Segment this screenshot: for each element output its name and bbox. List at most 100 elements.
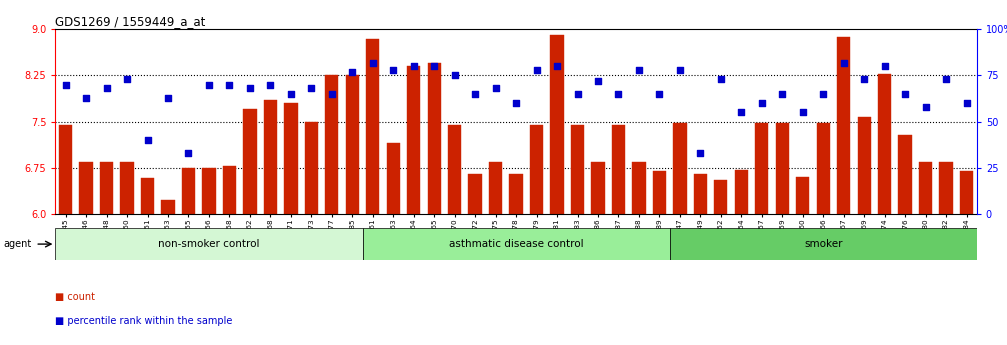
Point xyxy=(262,82,278,87)
Text: ■ percentile rank within the sample: ■ percentile rank within the sample xyxy=(55,316,233,326)
Point xyxy=(508,100,524,106)
Bar xyxy=(428,63,441,214)
Point xyxy=(630,67,646,73)
Point xyxy=(119,76,135,82)
Point xyxy=(467,91,483,97)
Bar xyxy=(755,123,768,214)
Point xyxy=(856,76,872,82)
Point xyxy=(283,91,299,97)
Point xyxy=(365,60,381,65)
Bar xyxy=(468,174,481,214)
Bar xyxy=(325,75,338,214)
Bar xyxy=(670,228,977,260)
Point xyxy=(570,91,586,97)
Point xyxy=(222,82,238,87)
Point xyxy=(57,82,74,87)
Bar xyxy=(632,161,645,214)
Point xyxy=(139,137,155,143)
Point xyxy=(774,91,790,97)
Bar xyxy=(960,171,973,214)
Point xyxy=(78,95,94,100)
Point xyxy=(323,91,339,97)
Bar xyxy=(940,161,953,214)
Bar xyxy=(345,75,358,214)
Bar xyxy=(653,171,666,214)
Text: asthmatic disease control: asthmatic disease control xyxy=(449,239,583,249)
Point xyxy=(406,63,422,69)
Point xyxy=(672,67,688,73)
Bar xyxy=(182,168,195,214)
Bar xyxy=(878,73,891,214)
Bar xyxy=(858,117,871,214)
Point xyxy=(385,67,401,73)
Bar xyxy=(367,39,380,214)
Bar xyxy=(612,125,625,214)
Bar xyxy=(571,125,584,214)
Bar xyxy=(817,123,830,214)
Point xyxy=(610,91,626,97)
Point xyxy=(242,86,258,91)
Bar xyxy=(530,125,543,214)
Point xyxy=(590,78,606,84)
Bar xyxy=(551,36,564,214)
Bar xyxy=(448,125,461,214)
Bar xyxy=(121,161,134,214)
Text: ■ count: ■ count xyxy=(55,292,96,302)
Point xyxy=(733,110,749,115)
Bar xyxy=(59,125,73,214)
Bar xyxy=(837,37,850,214)
Bar xyxy=(305,122,318,214)
Point xyxy=(344,69,361,75)
Point xyxy=(876,63,892,69)
Point xyxy=(795,110,811,115)
Point xyxy=(939,76,955,82)
Point xyxy=(200,82,218,87)
Text: non-smoker control: non-smoker control xyxy=(158,239,260,249)
Bar xyxy=(363,228,670,260)
Point xyxy=(713,76,729,82)
Point xyxy=(836,60,852,65)
Bar xyxy=(202,168,215,214)
Point xyxy=(529,67,545,73)
Bar xyxy=(674,123,687,214)
Bar xyxy=(510,174,523,214)
Point xyxy=(815,91,831,97)
Bar xyxy=(264,100,277,214)
Bar xyxy=(735,170,748,214)
Bar xyxy=(100,161,113,214)
Point xyxy=(959,100,975,106)
Bar xyxy=(244,109,257,214)
Bar xyxy=(407,66,420,214)
Point xyxy=(446,73,462,78)
Point xyxy=(160,95,176,100)
Point xyxy=(549,63,565,69)
Point xyxy=(99,86,115,91)
Point xyxy=(917,104,933,110)
Point xyxy=(303,86,319,91)
Point xyxy=(753,100,769,106)
Point xyxy=(897,91,913,97)
Text: smoker: smoker xyxy=(804,239,843,249)
Bar xyxy=(223,166,236,214)
Point xyxy=(692,150,708,156)
Bar xyxy=(284,103,297,214)
Point xyxy=(487,86,504,91)
Bar xyxy=(489,161,502,214)
Bar xyxy=(797,177,810,214)
Point xyxy=(180,150,196,156)
Bar xyxy=(898,135,911,214)
Bar xyxy=(714,180,727,214)
Bar xyxy=(55,228,363,260)
Bar xyxy=(591,161,604,214)
Bar xyxy=(694,174,707,214)
Point xyxy=(652,91,668,97)
Bar xyxy=(775,123,788,214)
Bar xyxy=(387,143,400,214)
Text: GDS1269 / 1559449_a_at: GDS1269 / 1559449_a_at xyxy=(55,15,205,28)
Bar xyxy=(919,161,932,214)
Point xyxy=(426,63,442,69)
Bar xyxy=(161,200,174,214)
Bar xyxy=(80,161,93,214)
Bar xyxy=(141,178,154,214)
Text: agent: agent xyxy=(3,239,31,249)
